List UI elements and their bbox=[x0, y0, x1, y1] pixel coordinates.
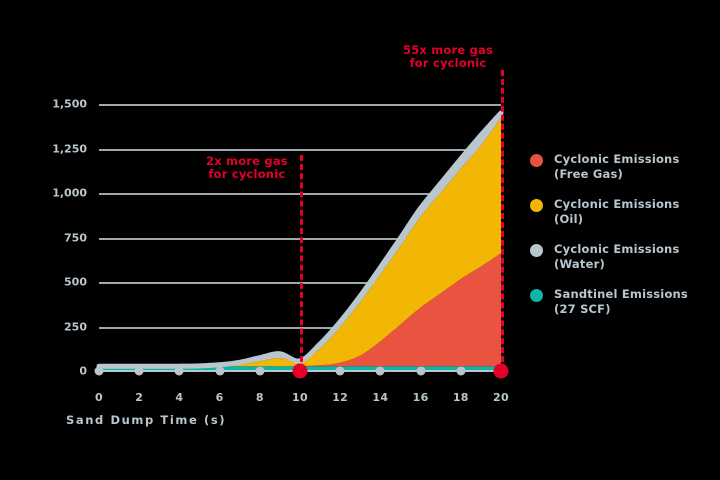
legend-swatch-icon bbox=[530, 199, 543, 212]
x-tick-label: 16 bbox=[412, 391, 429, 404]
highlight-marker bbox=[493, 363, 509, 379]
chart-legend: Cyclonic Emissions (Free Gas) Cyclonic Emi… bbox=[530, 152, 715, 332]
legend-label: Cyclonic Emissions (Free Gas) bbox=[554, 152, 680, 182]
x-axis-tick-dot bbox=[375, 366, 385, 376]
y-tick-label: 250 bbox=[64, 320, 87, 333]
x-tick-label: 8 bbox=[255, 391, 264, 404]
x-axis-tick-dot bbox=[335, 366, 345, 376]
legend-label-line1: Sandtinel Emissions bbox=[554, 287, 688, 301]
legend-label: Sandtinel Emissions (27 SCF) bbox=[554, 287, 688, 317]
x-tick-label: 6 bbox=[215, 391, 224, 404]
annotation-line2: for cyclonic bbox=[409, 56, 487, 70]
x-axis-title: Sand Dump Time (s) bbox=[66, 413, 227, 427]
x-axis-tick-dot bbox=[456, 366, 466, 376]
legend-label-line1: Cyclonic Emissions bbox=[554, 152, 680, 166]
annotation-line2: for cyclonic bbox=[208, 167, 286, 181]
legend-label-line2: (Free Gas) bbox=[554, 167, 623, 181]
x-axis-tick-dot bbox=[416, 366, 426, 376]
y-tick-label: 0 bbox=[79, 364, 87, 378]
x-axis-tick-dot bbox=[134, 366, 144, 376]
annotation-label-2x-more-gas: 2x more gas for cyclonic bbox=[206, 155, 288, 181]
legend-item-1[interactable]: Cyclonic Emissions (Oil) bbox=[530, 197, 715, 227]
legend-swatch-icon bbox=[530, 289, 543, 302]
gridline bbox=[99, 104, 501, 106]
legend-label: Cyclonic Emissions (Water) bbox=[554, 242, 680, 272]
x-axis-tick-dot bbox=[255, 366, 265, 376]
legend-swatch-icon bbox=[530, 154, 543, 167]
x-tick-label: 2 bbox=[135, 391, 144, 404]
area-band bbox=[99, 117, 501, 367]
legend-item-3[interactable]: Sandtinel Emissions (27 SCF) bbox=[530, 287, 715, 317]
legend-swatch-icon bbox=[530, 244, 543, 257]
y-tick-label: 1,250 bbox=[52, 142, 87, 155]
y-tick-label: 750 bbox=[64, 231, 87, 244]
annotation-line1: 2x more gas bbox=[206, 154, 288, 168]
x-axis-tick-dot bbox=[174, 366, 184, 376]
x-tick-label: 18 bbox=[452, 391, 469, 404]
legend-label-line2: (Water) bbox=[554, 257, 605, 271]
x-tick-label: 4 bbox=[175, 391, 184, 404]
legend-item-0[interactable]: Cyclonic Emissions (Free Gas) bbox=[530, 152, 715, 182]
legend-label-line2: (Oil) bbox=[554, 212, 584, 226]
legend-item-2[interactable]: Cyclonic Emissions (Water) bbox=[530, 242, 715, 272]
highlight-marker bbox=[292, 363, 308, 379]
x-tick-label: 10 bbox=[292, 391, 308, 404]
x-axis-tick-dot bbox=[94, 366, 104, 376]
gridline bbox=[99, 148, 501, 151]
annotation-label-55x-more-gas: 55x more gas for cyclonic bbox=[403, 44, 493, 70]
annotation-line-2x-more-gas bbox=[300, 155, 303, 371]
x-tick-label: 0 bbox=[95, 391, 103, 404]
x-tick-label: 20 bbox=[493, 391, 509, 404]
area-band bbox=[99, 253, 501, 367]
legend-label-line1: Cyclonic Emissions bbox=[554, 242, 680, 256]
x-tick-label: 12 bbox=[332, 391, 349, 404]
legend-label-line1: Cyclonic Emissions bbox=[554, 197, 680, 211]
legend-label: Cyclonic Emissions (Oil) bbox=[554, 197, 680, 227]
annotation-line1: 55x more gas bbox=[403, 43, 494, 57]
y-tick-label: 500 bbox=[64, 275, 87, 289]
y-tick-label: 1,000 bbox=[52, 186, 87, 200]
x-tick-label: 14 bbox=[372, 391, 389, 404]
legend-label-line2: (27 SCF) bbox=[554, 302, 611, 316]
annotation-line-55x-more-gas bbox=[501, 70, 504, 371]
y-tick-label: 1,500 bbox=[52, 97, 87, 111]
x-axis-tick-dot bbox=[215, 366, 225, 376]
